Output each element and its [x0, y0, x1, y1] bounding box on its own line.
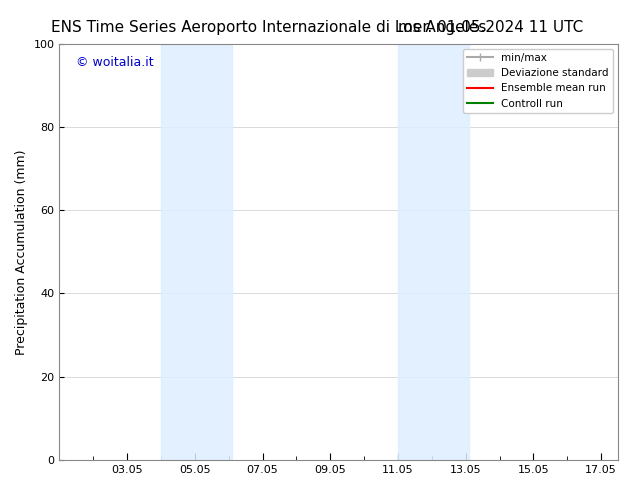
Legend: min/max, Deviazione standard, Ensemble mean run, Controll run: min/max, Deviazione standard, Ensemble m…	[463, 49, 613, 113]
Bar	[398, 44, 469, 460]
Text: mer. 01.05.2024 11 UTC: mer. 01.05.2024 11 UTC	[398, 20, 583, 35]
Text: © woitalia.it: © woitalia.it	[76, 56, 154, 69]
Bar	[161, 44, 232, 460]
Text: ENS Time Series Aeroporto Internazionale di Los Angeles: ENS Time Series Aeroporto Internazionale…	[51, 20, 486, 35]
Y-axis label: Precipitation Accumulation (mm): Precipitation Accumulation (mm)	[15, 149, 28, 355]
